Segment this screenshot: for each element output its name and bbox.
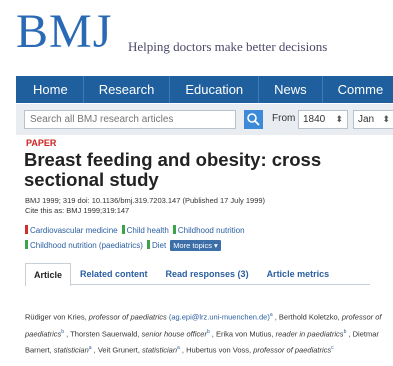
year-value: 1840 xyxy=(303,114,326,125)
tab-article[interactable]: Article xyxy=(25,263,72,286)
topic-label: Childhood nutrition xyxy=(177,226,245,235)
affiliation-marker[interactable]: a xyxy=(269,312,273,318)
topic-color-mark xyxy=(25,240,28,249)
affiliation-marker[interactable]: a xyxy=(88,345,92,351)
search-icon xyxy=(247,113,260,126)
bmj-logo[interactable]: BMJ xyxy=(16,5,113,58)
search-bar: From 1840 ⬍ Jan ⬍ xyxy=(16,104,393,135)
author-name: Thorsten Sauerwald, xyxy=(70,329,142,338)
author-name: Berthold Koletzko, xyxy=(278,312,342,322)
author-name: Erika von Mutius, xyxy=(215,329,276,338)
topic-color-mark xyxy=(172,225,176,234)
affiliation-marker[interactable]: b xyxy=(343,328,347,335)
month-select[interactable]: Jan ⬍ xyxy=(353,110,393,129)
author-role: statistician xyxy=(53,345,89,355)
topic-link[interactable]: Child health xyxy=(121,223,169,238)
masthead: BMJ Helping doctors make better decision… xyxy=(0,0,393,76)
topic-color-mark xyxy=(121,225,125,234)
cite-this-line: Cite this as: BMJ 1999;319:147 xyxy=(25,206,130,215)
topic-color-mark xyxy=(146,240,150,249)
tab-article-metrics[interactable]: Article metrics xyxy=(266,269,330,279)
citation-line: BMJ 1999; 319 doi: 10.1136/bmj.319.7203.… xyxy=(25,196,266,205)
affiliation-marker[interactable]: b xyxy=(206,328,210,335)
author-list: Rüdiger von Kries, professor of paediatr… xyxy=(25,312,382,355)
nav-news[interactable]: News xyxy=(259,76,323,103)
topic-link[interactable]: Childhood nutrition (paediatrics) xyxy=(25,238,143,253)
author-role: professor of paediatrics xyxy=(88,312,167,322)
article-tabs: Article Related content Read responses (… xyxy=(25,262,370,286)
nav-comment[interactable]: Comme xyxy=(323,76,393,103)
search-input[interactable] xyxy=(24,110,236,129)
topic-link[interactable]: Cardiovascular medicine xyxy=(25,223,118,238)
more-topics-button[interactable]: More topics ▾ xyxy=(170,240,221,251)
author-role: professor of paediatrics xyxy=(25,312,382,339)
month-value: Jan xyxy=(358,114,375,125)
from-label: From xyxy=(272,113,296,124)
year-select[interactable]: 1840 ⬍ xyxy=(298,110,348,129)
author-name: Rüdiger von Kries, xyxy=(25,312,89,322)
tab-related-content[interactable]: Related content xyxy=(80,269,148,279)
topic-link[interactable]: Childhood nutrition xyxy=(172,223,245,238)
author-role: senior house officer xyxy=(141,329,207,338)
topic-list: Cardiovascular medicine Child health Child… xyxy=(25,223,385,253)
topic-label: Cardiovascular medicine xyxy=(30,226,118,235)
article-title: Breast feeding and obesity: cross sectio… xyxy=(24,149,322,190)
tab-read-responses[interactable]: Read responses (3) xyxy=(165,269,249,279)
topic-label: Childhood nutrition (paediatrics) xyxy=(30,241,143,250)
author-name: Veit Grunert, xyxy=(97,345,143,355)
affiliation-marker[interactable]: a xyxy=(177,345,180,351)
author-name: Dietmar Barnert, xyxy=(25,329,379,355)
updown-arrows-icon: ⬍ xyxy=(335,114,343,124)
author-role: reader in paediatrics xyxy=(275,329,344,338)
nav-research[interactable]: Research xyxy=(84,76,171,103)
tagline: Helping doctors make better decisions xyxy=(128,39,328,54)
nav-education[interactable]: Education xyxy=(170,76,260,103)
updown-arrows-icon: ⬍ xyxy=(382,114,390,124)
nav-home[interactable]: Home xyxy=(16,76,84,103)
author-role: professor of paediatrics xyxy=(253,345,332,355)
topic-link[interactable]: Diet xyxy=(146,238,167,253)
author-email-link[interactable]: (ag.epi@lrz.uni-muenchen.de) xyxy=(166,312,270,322)
affiliation-marker[interactable]: b xyxy=(61,328,65,335)
author-role: statistician xyxy=(142,345,178,355)
article-type-label: PAPER xyxy=(26,138,57,148)
topic-color-mark xyxy=(25,225,28,234)
author-name: Hubertus von Voss, xyxy=(186,345,254,355)
affiliation-marker[interactable]: c xyxy=(331,345,334,351)
topic-label: Child health xyxy=(126,226,169,235)
topic-label: Diet xyxy=(151,241,167,250)
main-nav: Home Research Education News Comme xyxy=(16,76,393,103)
search-button[interactable] xyxy=(244,110,263,129)
